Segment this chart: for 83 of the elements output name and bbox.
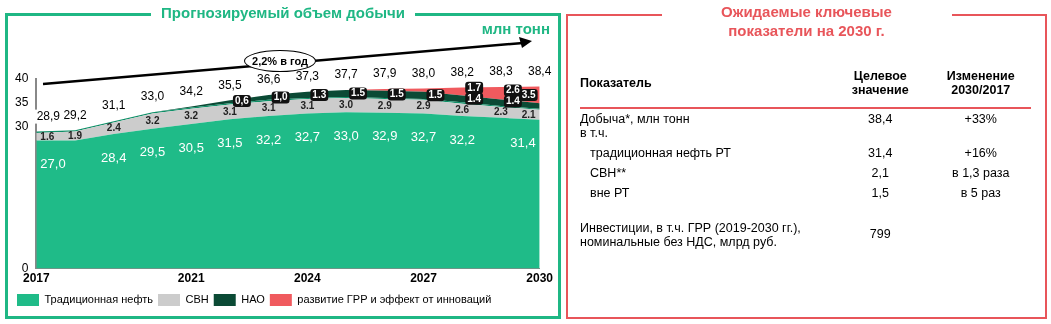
- text: Изменение 2030/2017: [930, 66, 1031, 109]
- text: Инвестиции, в т.ч. ГРР (2019-2030 гг.), номинальные без НДС, млрд руб.: [580, 220, 802, 251]
- data-label: 3.0: [339, 98, 354, 110]
- total-label: 34,2: [179, 83, 204, 98]
- data-label: 1.4: [505, 95, 521, 107]
- total-label: 31,1: [102, 98, 126, 113]
- total-label: 36,6: [256, 72, 281, 87]
- text: 799: [868, 226, 892, 243]
- data-label: 32,2: [449, 131, 475, 147]
- chart-title: Прогнозируемый объем добычи: [151, 4, 415, 21]
- x-tick-label: 2030: [526, 271, 554, 286]
- legend-label: НАО: [241, 293, 266, 306]
- data-label: 1.5: [389, 88, 405, 100]
- data-label: 3.1: [222, 105, 238, 117]
- text: 38,4: [867, 111, 894, 128]
- data-label: 29,5: [139, 144, 166, 160]
- total-label: 37,7: [334, 67, 359, 82]
- data-label: 1.4: [467, 92, 482, 104]
- data-label: 32,9: [372, 128, 398, 144]
- text: +16%: [963, 145, 998, 162]
- text: Целевое значение: [830, 66, 931, 109]
- data-label: 31,5: [217, 134, 243, 150]
- data-label: 1,0: [273, 91, 288, 103]
- legend-label: Традиционная нефть: [44, 293, 154, 306]
- text: 31,4: [867, 145, 894, 162]
- text: традиционная нефть РТ: [589, 145, 732, 162]
- text: Показатель: [580, 66, 830, 109]
- total-label: 38,3: [489, 64, 513, 79]
- total-label: 38,0: [411, 65, 436, 80]
- legend-label: СВН: [185, 293, 209, 306]
- data-label: 1.6: [40, 130, 55, 142]
- data-label: 2.9: [416, 100, 431, 112]
- total-label: 38,2: [450, 64, 475, 79]
- text: 2,1: [870, 165, 890, 182]
- text: Добыча*, млн тонн в т.ч.: [580, 111, 691, 142]
- text: Ожидаемые ключевые показатели на 2030 г.: [661, 2, 952, 40]
- data-label: 31,4: [510, 135, 536, 151]
- y-tick-label: 35: [14, 95, 29, 110]
- data-label: 2.6: [455, 103, 470, 115]
- total-label: 29,2: [63, 107, 88, 122]
- text: 1,5: [870, 185, 890, 202]
- data-label: 1.5: [351, 87, 366, 99]
- data-label: 3.2: [145, 114, 160, 126]
- text: +33%: [963, 111, 998, 128]
- data-label: 2.3: [493, 106, 509, 118]
- total-label: 37,9: [373, 66, 397, 81]
- text: 2,2% в год: [252, 55, 308, 67]
- y-tick-label: 40: [14, 71, 29, 86]
- y-axis-title: млн тонн: [481, 20, 550, 37]
- x-tick-label: 2021: [177, 271, 205, 286]
- data-label: 3.2: [184, 110, 199, 122]
- data-label: 27,0: [40, 156, 66, 172]
- text: в 1,3 раза: [951, 165, 1011, 182]
- data-label: 1.7: [467, 81, 482, 93]
- total-label: 35,5: [218, 77, 242, 92]
- data-label: 3.1: [300, 100, 315, 111]
- data-label: 2.9: [377, 99, 393, 111]
- data-label: 32,7: [410, 129, 437, 145]
- data-label: 32,2: [255, 131, 282, 147]
- total-label: 28,9: [36, 108, 61, 123]
- text: в 5 раз: [959, 185, 1002, 202]
- data-label: 3.1: [261, 102, 277, 114]
- text: СВН**: [589, 165, 628, 182]
- x-tick-label: 2027: [410, 271, 438, 286]
- text: вне РТ: [589, 185, 631, 202]
- data-label: 3.5: [521, 88, 537, 100]
- total-label: 33,0: [140, 89, 165, 104]
- x-tick-label: 2024: [294, 271, 322, 286]
- y-tick-label: 30: [14, 118, 29, 133]
- data-label: 2.6: [505, 84, 521, 96]
- data-label: 32,7: [294, 129, 321, 145]
- data-label: 2.1: [521, 108, 537, 120]
- data-label: 1.5: [428, 89, 443, 101]
- data-label: 1.9: [68, 129, 83, 141]
- data-label: 1.3: [312, 88, 327, 100]
- legend-label: развитие ГРР и эффект от инноваций: [297, 293, 492, 306]
- data-label: 33,0: [333, 127, 359, 143]
- data-label: 2.4: [106, 122, 122, 134]
- data-label: 0,6: [234, 94, 250, 106]
- data-label: 28,4: [101, 149, 127, 165]
- total-label: 37,3: [295, 69, 320, 84]
- data-label: 30,5: [178, 139, 204, 155]
- total-label: 38,4: [527, 63, 552, 78]
